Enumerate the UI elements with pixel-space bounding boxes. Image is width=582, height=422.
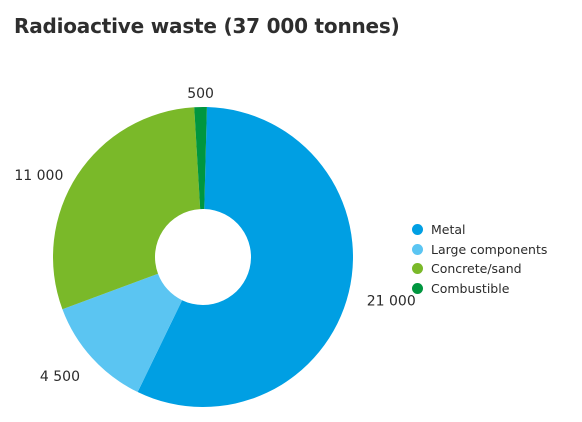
legend-swatch xyxy=(412,263,423,275)
slice-concrete-sand xyxy=(52,107,201,310)
value-labels: 21 000 4 500 11 000 500 xyxy=(14,86,415,385)
legend-label: Metal xyxy=(431,222,466,238)
legend-label: Concrete/sand xyxy=(431,261,522,277)
slice-large-components xyxy=(62,273,183,393)
slice-metal xyxy=(137,107,353,408)
chart-title: Radioactive waste (37 000 tonnes) xyxy=(14,14,400,38)
legend-swatch xyxy=(412,224,423,236)
legend-item-metal: Metal xyxy=(412,220,547,240)
value-label-large-components: 4 500 xyxy=(40,369,80,385)
chart-legend: Metal Large components Concrete/sand Combus… xyxy=(412,220,547,298)
slice-combustible xyxy=(194,107,207,210)
legend-label: Combustible xyxy=(431,280,510,296)
legend-item-concrete-sand: Concrete/sand xyxy=(412,259,547,279)
value-label-concrete-sand: 11 000 xyxy=(14,168,63,184)
legend-label: Large components xyxy=(431,241,548,257)
legend-item-combustible: Combustible xyxy=(412,279,547,299)
legend-swatch xyxy=(412,282,423,294)
legend-item-large-components: Large components xyxy=(412,240,547,260)
value-label-combustible: 500 xyxy=(187,86,214,102)
value-label-metal: 21 000 xyxy=(367,293,416,309)
donut-slices xyxy=(52,107,353,408)
legend-swatch xyxy=(412,243,423,255)
